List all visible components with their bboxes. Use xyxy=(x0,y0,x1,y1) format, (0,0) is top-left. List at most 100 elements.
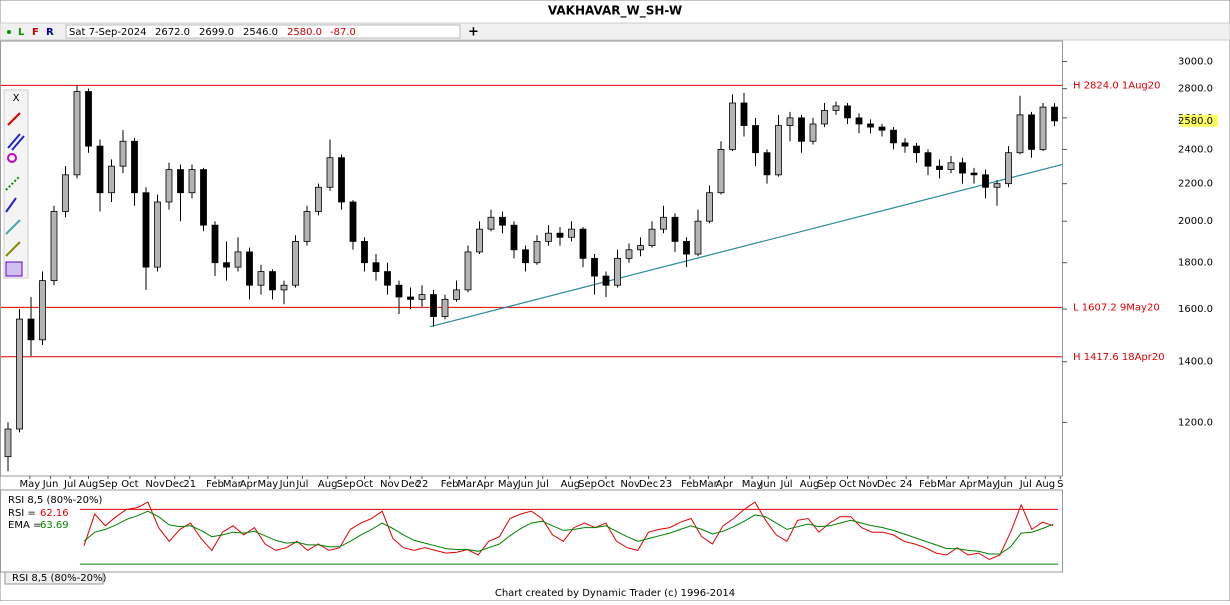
x-tick-label: Jun xyxy=(996,479,1013,490)
tool-icon[interactable] xyxy=(5,261,23,277)
candle-body xyxy=(119,140,127,167)
x-tick-label: Feb xyxy=(441,479,459,490)
candle-body xyxy=(142,192,150,268)
x-tick-label: Jul xyxy=(295,479,308,490)
legend-label: EMA = xyxy=(8,520,41,531)
candle-body xyxy=(246,251,253,286)
tool-icon[interactable] xyxy=(11,135,25,151)
candle-body xyxy=(453,289,460,300)
candle-body xyxy=(16,318,23,430)
indicator-tab[interactable] xyxy=(4,571,104,585)
tool-icon[interactable] xyxy=(5,197,17,213)
x-tick-label: Aug xyxy=(1036,479,1056,490)
x-tick-label: Oct xyxy=(597,479,614,490)
candle-body xyxy=(959,162,966,174)
x-tick-label: Aug xyxy=(79,479,99,490)
x-tick-label: Sep xyxy=(337,479,356,490)
candle-body xyxy=(1051,106,1058,122)
x-tick-label: Mar xyxy=(699,479,719,490)
candle-body xyxy=(533,241,541,264)
toolbar-button[interactable]: R xyxy=(46,27,54,38)
candle-body xyxy=(878,126,886,131)
candle-body xyxy=(717,148,725,194)
x-tick-label: Jun xyxy=(759,479,776,490)
x-tick-label: Mar xyxy=(937,479,957,490)
chart-title: VAKHAVAR_W_SH-W xyxy=(548,4,682,19)
x-tick-label: Aug xyxy=(561,479,581,490)
x-tick-label: Jul xyxy=(1019,479,1032,490)
toolbar-dot xyxy=(7,30,11,34)
candle-body xyxy=(154,201,161,268)
x-tick-label: 22 xyxy=(416,479,429,490)
last-price-tag xyxy=(1180,114,1218,127)
candle-body xyxy=(694,220,702,255)
price-panel xyxy=(0,40,1063,477)
candle-body xyxy=(73,91,81,176)
x-tick-label: Jun xyxy=(279,479,296,490)
toolbar-button[interactable]: L xyxy=(18,27,25,38)
tool-icon[interactable] xyxy=(7,112,21,126)
candle-body xyxy=(924,152,932,167)
candle-body xyxy=(395,284,403,298)
candle-body xyxy=(832,105,840,111)
x-tick-label: Jun xyxy=(42,479,59,490)
candle-body xyxy=(821,109,828,125)
candle-body xyxy=(384,271,391,286)
candle-body xyxy=(430,294,437,317)
candle-body xyxy=(211,224,219,264)
last-price-label: 2580.0 xyxy=(1178,116,1213,127)
x-tick-label: Oct xyxy=(356,479,373,490)
candle-body xyxy=(476,228,483,253)
candle-body xyxy=(556,232,564,238)
candle-body xyxy=(4,428,12,458)
x-tick-label: Apr xyxy=(960,479,978,490)
y-tick-label: 2400.0 xyxy=(1178,144,1213,155)
candle-body xyxy=(464,251,472,291)
trendline xyxy=(429,163,1063,328)
x-tick-label: Dec xyxy=(639,479,658,490)
x-tick-label: May xyxy=(258,479,279,490)
legend-label: RSI = xyxy=(8,508,36,519)
candle-body xyxy=(292,241,299,286)
candle-body xyxy=(510,224,518,251)
tool-icon[interactable] xyxy=(5,241,21,257)
candle-body xyxy=(39,280,46,341)
x-tick-label: Apr xyxy=(240,479,258,490)
x-tick-label: Nov xyxy=(620,479,640,490)
candle-body xyxy=(579,228,587,259)
candle-body xyxy=(85,91,92,147)
close-tool[interactable]: X xyxy=(13,93,20,104)
x-tick-label: Nov xyxy=(858,479,878,490)
legend-value: 63.69 xyxy=(40,520,69,531)
tool-icon[interactable] xyxy=(7,153,17,163)
candle-body xyxy=(625,249,633,259)
candle-body xyxy=(855,117,863,125)
candle-body xyxy=(729,102,736,150)
candle-body xyxy=(947,162,955,171)
x-tick-label: Dec xyxy=(165,479,184,490)
tool-icon[interactable] xyxy=(5,219,21,235)
candle-body xyxy=(1005,152,1012,185)
candle-body xyxy=(844,105,851,119)
x-tick-label: Feb xyxy=(206,479,224,490)
level-label: H 1417.6 18Apr20 xyxy=(1073,352,1165,363)
candle-body xyxy=(660,216,667,230)
candle-body xyxy=(568,228,575,238)
y-tick-label: 3000.0 xyxy=(1178,57,1213,68)
y-tick-label: 1800.0 xyxy=(1178,258,1213,269)
candle-body xyxy=(901,142,909,147)
candle-body xyxy=(740,102,748,126)
x-tick-label: Dec xyxy=(401,479,420,490)
tool-icon[interactable] xyxy=(5,175,21,191)
candle-body xyxy=(798,117,805,142)
toolbar-button[interactable]: F xyxy=(32,27,39,38)
candle-body xyxy=(637,245,644,251)
x-tick-label: Feb xyxy=(919,479,937,490)
add-button[interactable]: + xyxy=(468,25,479,40)
candle-body xyxy=(671,216,679,242)
tool-icon[interactable] xyxy=(7,133,21,149)
candle-body xyxy=(614,257,621,286)
candle-body xyxy=(1028,114,1035,150)
